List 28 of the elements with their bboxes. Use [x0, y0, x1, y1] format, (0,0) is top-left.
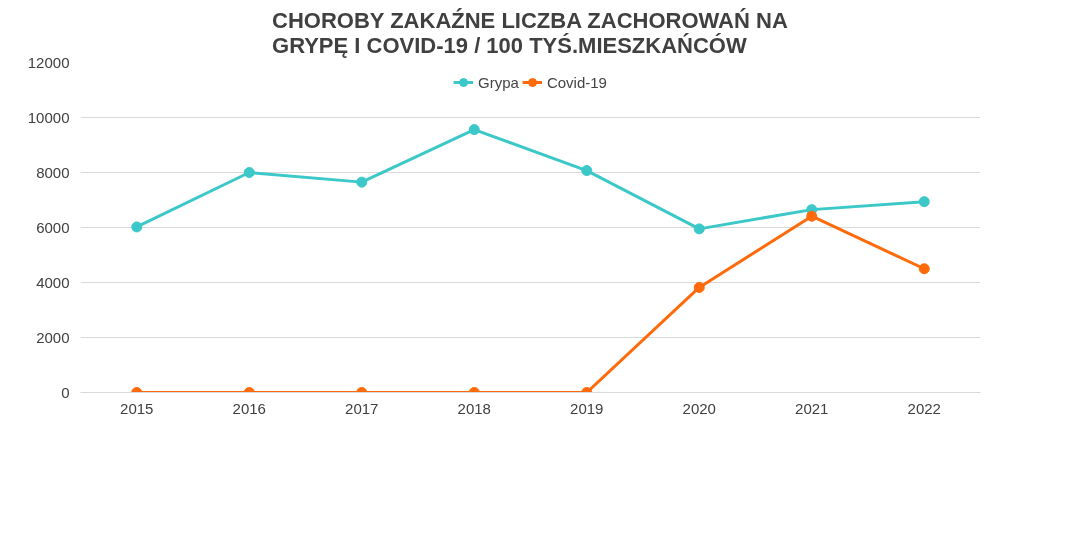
point — [693, 223, 705, 235]
x-tick-label: 2016 — [232, 399, 266, 417]
y-tick-label: 8000 — [36, 163, 70, 181]
x-tick-label: 2019 — [570, 399, 604, 417]
point — [918, 263, 930, 275]
y-tick-label: 0 — [61, 383, 70, 401]
point — [131, 221, 143, 233]
x-tick-label: 2017 — [345, 399, 379, 417]
point — [581, 165, 593, 177]
point — [243, 167, 255, 178]
chart-title: CHOROBY ZAKAŹNE LICZBA ZACHOROWAŃ NA GRYPĘ I COVID-19 / 100 TYŚ.MIESZKAŃCÓW — [272, 7, 788, 58]
y-tick-label: 10000 — [27, 108, 70, 126]
x-tick-label: 2015 — [120, 399, 154, 417]
y-tick-label: 4000 — [36, 273, 70, 291]
point — [806, 210, 818, 222]
point — [356, 176, 368, 188]
y-tick-label: 6000 — [36, 218, 70, 236]
legend-label: Grypa — [478, 73, 519, 91]
x-tick-label: 2022 — [907, 399, 941, 417]
x-tick-label: 2018 — [457, 399, 491, 417]
y-tick-label: 2000 — [36, 328, 70, 346]
legend-label: Covid-19 — [546, 73, 607, 91]
point — [918, 196, 930, 208]
x-tick-label: 2021 — [795, 399, 829, 417]
y-tick-label: 12000 — [27, 53, 70, 71]
x-tick-label: 2020 — [682, 399, 716, 417]
point — [693, 281, 705, 293]
point — [468, 124, 480, 136]
